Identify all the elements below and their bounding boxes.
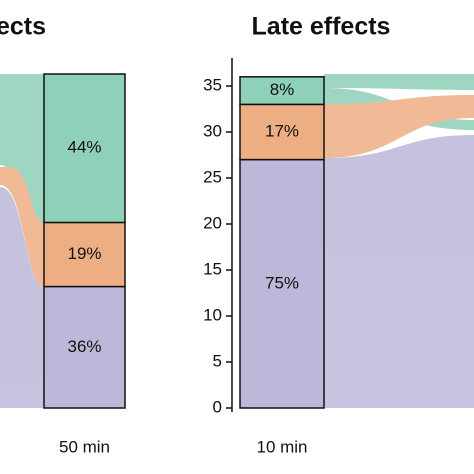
data-label: 75%	[265, 273, 299, 292]
flow	[324, 135, 474, 205]
flow	[0, 167, 44, 287]
y-tick-label: 20	[203, 213, 222, 232]
flow	[0, 74, 44, 222]
bar-segment	[239, 76, 325, 106]
flow	[0, 187, 44, 408]
y-tick-label: 15	[203, 259, 222, 278]
flow	[324, 95, 474, 158]
data-label: 44%	[67, 138, 101, 157]
x-tick-label: 50 min	[59, 437, 110, 456]
data-label: 8%	[270, 80, 295, 99]
flow	[324, 205, 474, 408]
flows	[0, 74, 474, 408]
y-tick-label: 25	[203, 167, 222, 186]
y-tick-label: 10	[203, 305, 222, 324]
y-tick-label: 0	[213, 397, 222, 416]
bar-segment	[239, 103, 325, 161]
y-tick-label: 5	[213, 351, 222, 370]
bar-segment	[43, 221, 126, 288]
data-label: 36%	[67, 337, 101, 356]
y-tick-label: 30	[203, 121, 222, 140]
chart-title: ects	[0, 13, 46, 41]
bar-segment	[43, 73, 126, 224]
bar-segment	[239, 158, 325, 409]
x-tick-label: 10 min	[256, 437, 307, 456]
chart-title: Late effects	[252, 13, 391, 41]
data-label: 17%	[265, 121, 299, 140]
data-label: 19%	[67, 244, 101, 263]
flow	[324, 74, 474, 90]
y-tick-label: 35	[203, 75, 222, 94]
